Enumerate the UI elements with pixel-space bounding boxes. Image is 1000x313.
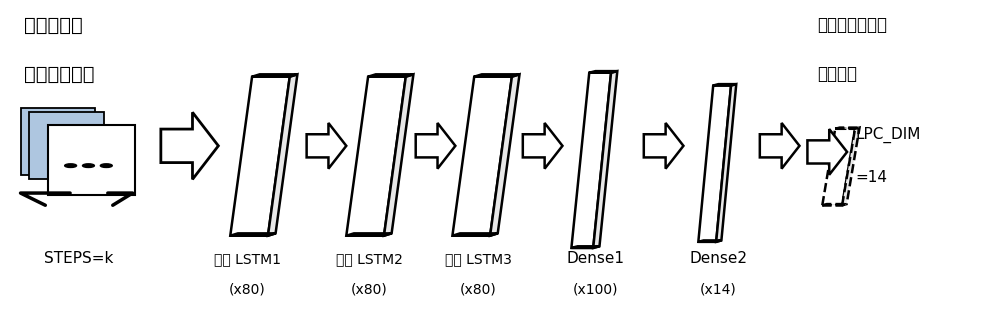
Text: 卷积 LSTM1: 卷积 LSTM1 xyxy=(214,252,281,266)
Polygon shape xyxy=(716,84,736,242)
Polygon shape xyxy=(835,128,860,129)
Polygon shape xyxy=(713,84,736,85)
Text: 一个短时序列: 一个短时序列 xyxy=(24,65,94,84)
Text: 层部图像的: 层部图像的 xyxy=(24,16,83,35)
Polygon shape xyxy=(346,77,406,236)
Polygon shape xyxy=(474,74,520,77)
Text: 一个音频帧编码: 一个音频帧编码 xyxy=(817,16,887,34)
Polygon shape xyxy=(384,74,413,236)
Polygon shape xyxy=(698,85,731,242)
Text: (x14): (x14) xyxy=(700,283,737,297)
Polygon shape xyxy=(523,123,562,169)
Circle shape xyxy=(100,164,112,167)
Bar xyxy=(21,108,95,175)
Polygon shape xyxy=(822,204,847,205)
Polygon shape xyxy=(230,77,290,236)
Polygon shape xyxy=(368,74,413,77)
Polygon shape xyxy=(698,240,721,242)
Polygon shape xyxy=(822,129,855,205)
Polygon shape xyxy=(807,129,847,175)
Bar xyxy=(48,125,135,195)
Polygon shape xyxy=(307,123,346,169)
Text: (x100): (x100) xyxy=(572,283,618,297)
Text: (x80): (x80) xyxy=(229,283,266,297)
Text: =14: =14 xyxy=(855,170,887,185)
Circle shape xyxy=(83,164,94,167)
Polygon shape xyxy=(490,74,520,236)
Polygon shape xyxy=(842,128,860,205)
Text: 参数向量: 参数向量 xyxy=(817,65,857,83)
Text: LPC_DIM: LPC_DIM xyxy=(855,127,920,143)
Text: Dense2: Dense2 xyxy=(689,251,747,266)
Text: 卷积 LSTM2: 卷积 LSTM2 xyxy=(336,252,403,266)
Text: 卷积 LSTM3: 卷积 LSTM3 xyxy=(445,252,512,266)
Text: (x80): (x80) xyxy=(460,283,497,297)
Polygon shape xyxy=(571,73,611,248)
Circle shape xyxy=(65,164,77,167)
Polygon shape xyxy=(760,123,799,169)
Polygon shape xyxy=(252,74,297,77)
Polygon shape xyxy=(230,233,276,236)
Polygon shape xyxy=(571,246,599,248)
Bar xyxy=(29,112,104,179)
Polygon shape xyxy=(644,123,683,169)
Polygon shape xyxy=(452,233,498,236)
Text: STEPS=k: STEPS=k xyxy=(44,251,113,266)
Polygon shape xyxy=(161,112,218,179)
Polygon shape xyxy=(268,74,297,236)
Polygon shape xyxy=(452,77,512,236)
Text: (x80): (x80) xyxy=(351,283,387,297)
Polygon shape xyxy=(589,71,617,73)
Polygon shape xyxy=(593,71,617,248)
Text: Dense1: Dense1 xyxy=(566,251,624,266)
Polygon shape xyxy=(346,233,392,236)
Polygon shape xyxy=(416,123,455,169)
